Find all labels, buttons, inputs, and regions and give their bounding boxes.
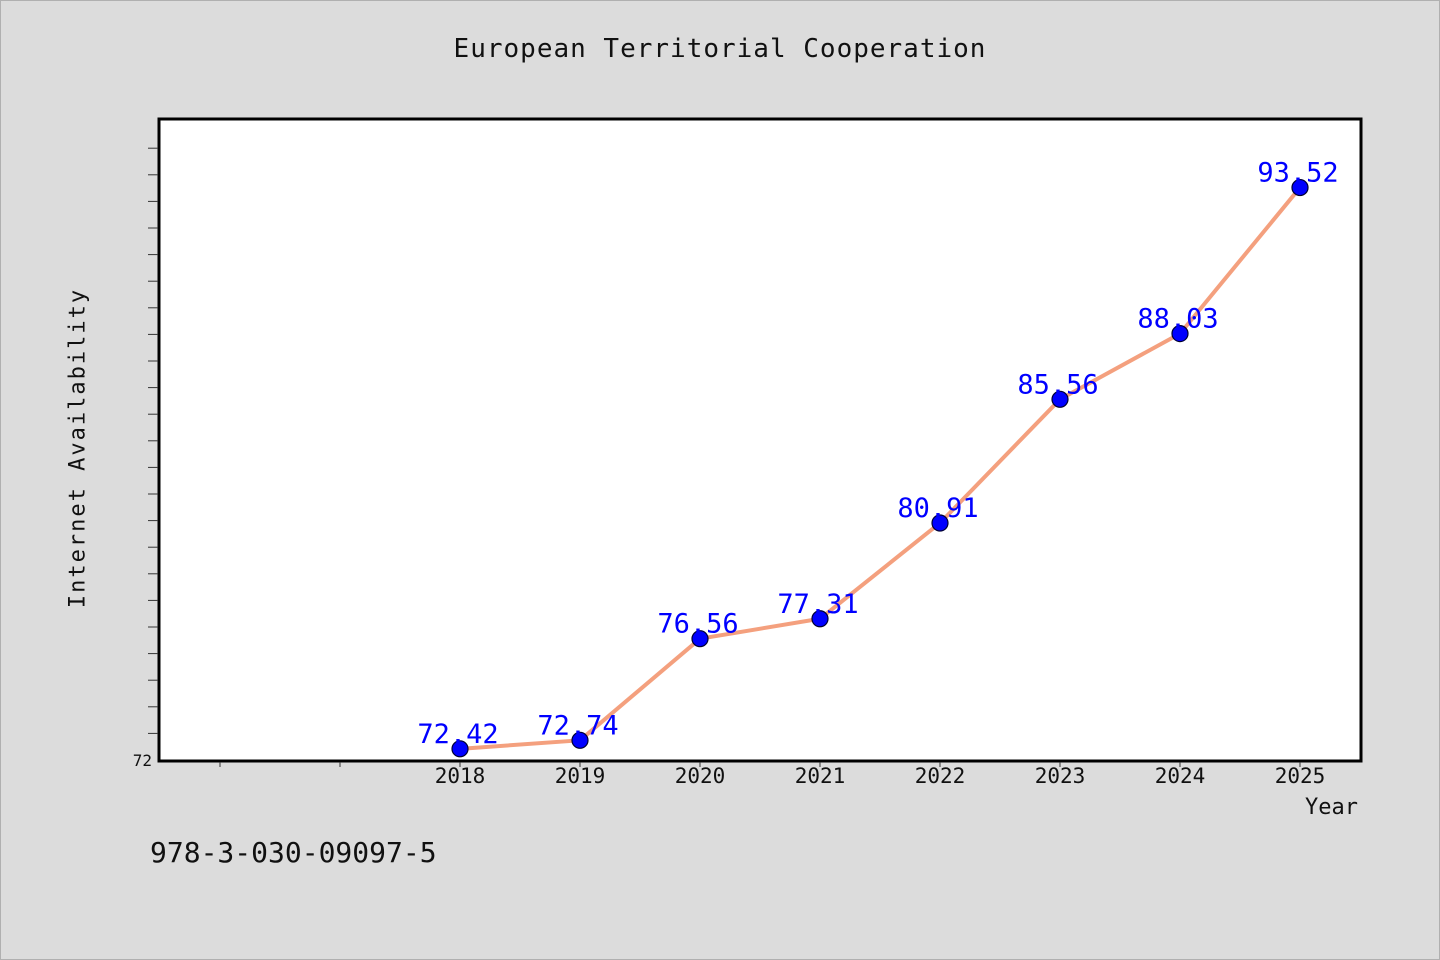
footer-identifier: 978-3-030-09097-5 — [150, 836, 437, 869]
x-tick-label: 2018 — [435, 764, 486, 788]
data-point — [1171, 325, 1189, 343]
data-label: 72.74 — [537, 710, 618, 741]
data-label: 72.42 — [417, 719, 498, 750]
data-label: 76.56 — [657, 609, 738, 640]
data-label: 85.56 — [1017, 369, 1098, 400]
plot-area — [157, 117, 1363, 763]
data-label: 80.91 — [897, 493, 978, 524]
series-line — [459, 186, 1302, 751]
x-tick-label: 2022 — [915, 764, 966, 788]
data-point — [811, 610, 829, 628]
x-tick-label: 2025 — [1275, 764, 1326, 788]
x-tick-label: 2020 — [675, 764, 726, 788]
y-axis-label: Internet Availability — [65, 287, 91, 609]
y-tick-label: 72 — [133, 751, 152, 770]
data-label: 77.31 — [777, 589, 858, 620]
y-axis-ticks — [148, 147, 158, 734]
x-axis-minor-ticks — [219, 762, 1301, 767]
data-label: 88.03 — [1137, 304, 1218, 335]
x-tick-label: 2021 — [795, 764, 846, 788]
x-tick-label: 2019 — [555, 764, 606, 788]
x-tick-label: 2024 — [1155, 764, 1206, 788]
chart-title: European Territorial Cooperation — [453, 34, 987, 64]
data-labels: 72.42 72.74 76.56 77.31 80.91 85.56 88.03 93.52 — [417, 158, 1338, 750]
data-point — [691, 630, 709, 648]
series-markers — [451, 178, 1309, 758]
data-label: 93.52 — [1257, 158, 1338, 189]
data-point — [1291, 178, 1309, 197]
data-point — [451, 740, 469, 758]
data-point — [1051, 390, 1069, 408]
y-axis-tick-labels: 72 — [133, 751, 152, 770]
x-axis-tick-labels: 2018 2019 2020 2021 2022 2023 2024 2025 — [435, 764, 1326, 788]
data-point — [571, 731, 589, 749]
data-point — [931, 514, 949, 532]
x-tick-label: 2023 — [1035, 764, 1086, 788]
x-axis-label: Year — [1305, 795, 1358, 820]
